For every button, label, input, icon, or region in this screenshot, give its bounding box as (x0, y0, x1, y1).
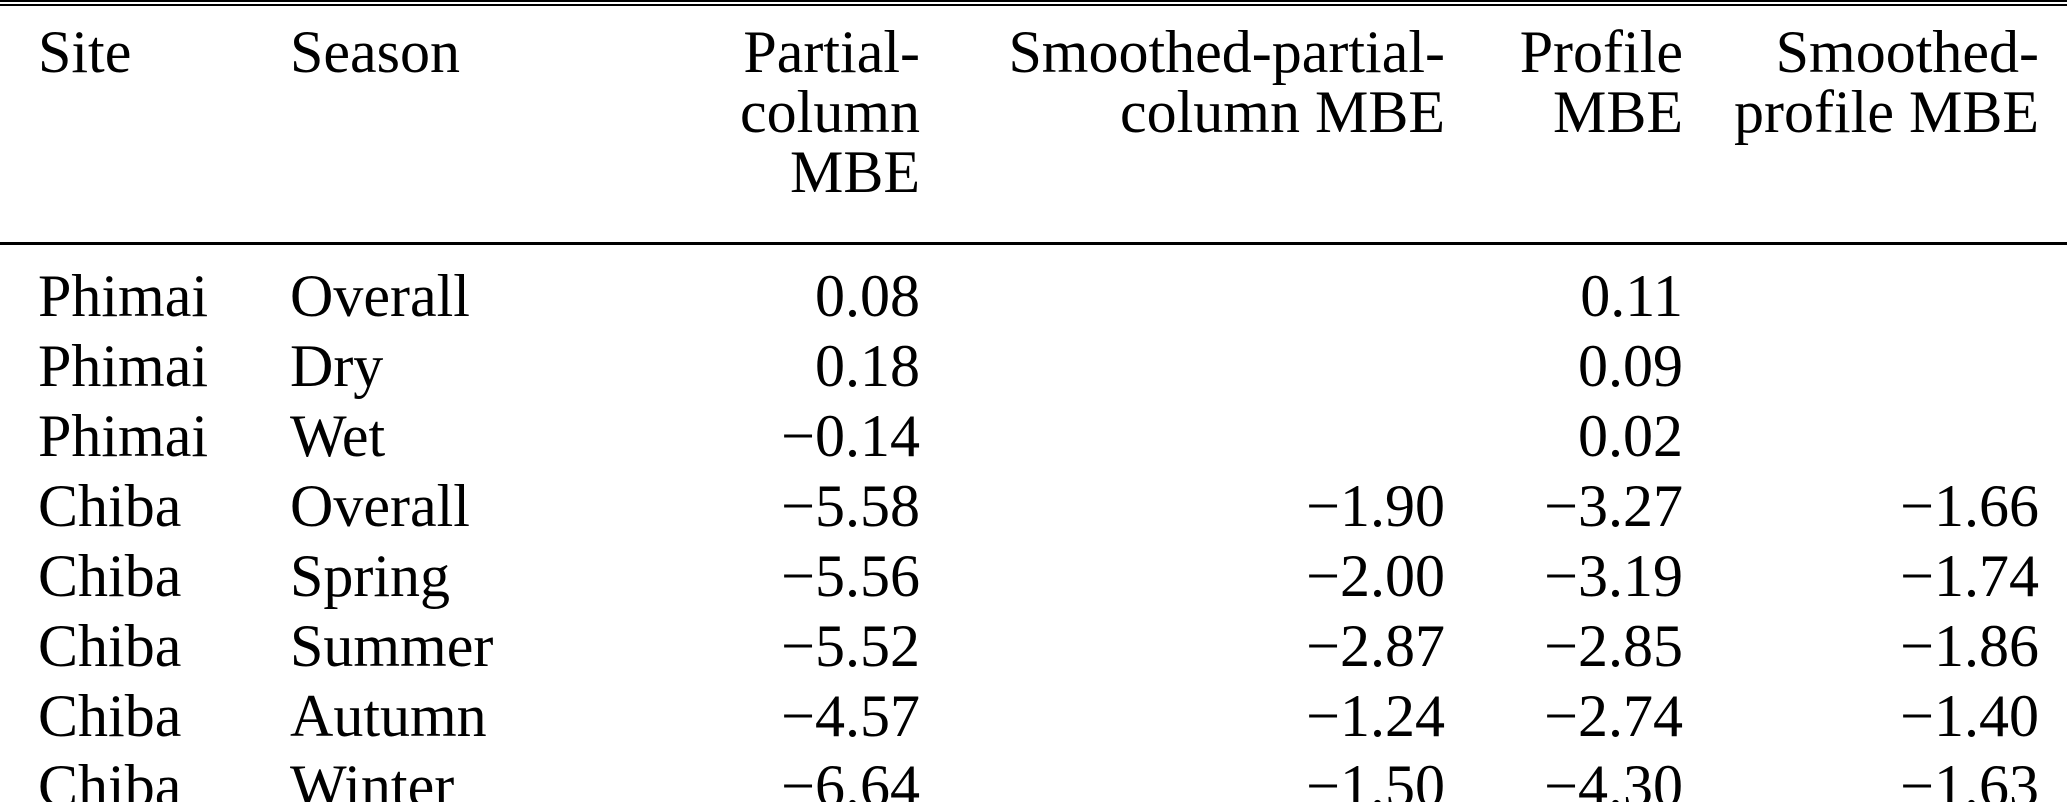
cell-season: Dry (290, 333, 384, 399)
col-header-site-line: Site (38, 19, 132, 85)
col-header-partial-column-mbe-line: MBE (789, 139, 920, 205)
cell-smoothed-partial-column-mbe (920, 331, 1445, 401)
cell-smoothed-partial-column-mbe: −2.87 (1306, 613, 1445, 679)
cell-season: Winter (290, 753, 455, 802)
cell-smoothed-partial-column-mbe (920, 244, 1445, 332)
cell-season: Overall (290, 473, 470, 539)
cell-smoothed-profile-mbe: −1.40 (1900, 683, 2039, 749)
table-row: Chiba Overall −5.58 −1.90 −3.27 −1.66 (0, 471, 2067, 541)
cell-partial-column-mbe: −4.57 (781, 683, 920, 749)
cell-profile-mbe: 0.09 (1578, 333, 1683, 399)
col-header-smoothed-partial-column-mbe-line: column MBE (1120, 79, 1445, 145)
col-header-profile-mbe-line: Profile (1519, 19, 1683, 85)
header-row: Site Season Partial-column MBE Smoothed-part… (0, 6, 2067, 245)
col-header-smoothed-profile-mbe-line: Smoothed- (1775, 19, 2039, 85)
cell-site: Phimai (38, 263, 209, 329)
cell-season: Summer (290, 613, 494, 679)
cell-smoothed-profile-mbe (1683, 401, 2067, 471)
cell-partial-column-mbe: −0.14 (781, 403, 920, 469)
cell-partial-column-mbe: −5.52 (781, 613, 920, 679)
table-row: Phimai Overall 0.08 0.11 (0, 244, 2067, 332)
cell-smoothed-profile-mbe: −1.63 (1900, 753, 2039, 802)
table-row: Phimai Dry 0.18 0.09 (0, 331, 2067, 401)
cell-site: Chiba (38, 753, 182, 802)
cell-season: Autumn (290, 683, 487, 749)
col-header-profile-mbe: Profile MBE (1445, 6, 1683, 245)
cell-season: Wet (290, 403, 386, 469)
cell-smoothed-profile-mbe (1683, 331, 2067, 401)
table-row: Chiba Autumn −4.57 −1.24 −2.74 −1.40 (0, 681, 2067, 751)
cell-profile-mbe: −3.19 (1544, 543, 1683, 609)
cell-smoothed-partial-column-mbe: −1.50 (1306, 753, 1445, 802)
cell-site: Chiba (38, 543, 182, 609)
cell-profile-mbe: −4.30 (1544, 753, 1683, 802)
cell-smoothed-partial-column-mbe (920, 401, 1445, 471)
mbe-statistics-table: Site Season Partial-column MBE Smoothed-part… (0, 6, 2067, 802)
table-row: Chiba Summer −5.52 −2.87 −2.85 −1.86 (0, 611, 2067, 681)
table-row: Chiba Winter −6.64 −1.50 −4.30 −1.63 (0, 751, 2067, 802)
cell-smoothed-profile-mbe: −1.74 (1900, 543, 2039, 609)
cell-profile-mbe: −2.85 (1544, 613, 1683, 679)
cell-partial-column-mbe: −5.58 (781, 473, 920, 539)
col-header-partial-column-mbe: Partial-column MBE (575, 6, 920, 245)
cell-smoothed-profile-mbe: −1.66 (1900, 473, 2039, 539)
cell-site: Chiba (38, 683, 182, 749)
col-header-smoothed-profile-mbe-line: profile MBE (1734, 79, 2039, 145)
col-header-smoothed-partial-column-mbe: Smoothed-partial-column MBE (920, 6, 1445, 245)
table-body: Phimai Overall 0.08 0.11 Phimai Dry 0.18 0.09 Ph… (0, 244, 2067, 802)
cell-profile-mbe: −3.27 (1544, 473, 1683, 539)
cell-season: Spring (290, 543, 451, 609)
cell-site: Phimai (38, 403, 209, 469)
cell-site: Phimai (38, 333, 209, 399)
col-header-partial-column-mbe-line: Partial-column (740, 19, 920, 145)
cell-site: Chiba (38, 613, 182, 679)
cell-profile-mbe: −2.74 (1544, 683, 1683, 749)
cell-partial-column-mbe: −5.56 (781, 543, 920, 609)
cell-smoothed-profile-mbe: −1.86 (1900, 613, 2039, 679)
cell-smoothed-partial-column-mbe: −1.24 (1306, 683, 1445, 749)
cell-smoothed-partial-column-mbe: −1.90 (1306, 473, 1445, 539)
table-row: Chiba Spring −5.56 −2.00 −3.19 −1.74 (0, 541, 2067, 611)
cell-smoothed-profile-mbe (1683, 244, 2067, 332)
col-header-profile-mbe-line: MBE (1552, 79, 1683, 145)
cell-partial-column-mbe: −6.64 (781, 753, 920, 802)
col-header-season-line: Season (290, 19, 460, 85)
col-header-site: Site (0, 6, 290, 245)
cell-season: Overall (290, 263, 470, 329)
cell-smoothed-partial-column-mbe: −2.00 (1306, 543, 1445, 609)
cell-profile-mbe: 0.02 (1578, 403, 1683, 469)
cell-partial-column-mbe: 0.18 (815, 333, 920, 399)
cell-partial-column-mbe: 0.08 (815, 263, 920, 329)
table-row: Phimai Wet −0.14 0.02 (0, 401, 2067, 471)
col-header-smoothed-partial-column-mbe-line: Smoothed-partial- (1008, 19, 1445, 85)
cell-site: Chiba (38, 473, 182, 539)
table-top-rule (0, 0, 2067, 6)
cell-profile-mbe: 0.11 (1580, 263, 1683, 329)
col-header-smoothed-profile-mbe: Smoothed-profile MBE (1683, 6, 2067, 245)
col-header-season: Season (290, 6, 575, 245)
table-header: Site Season Partial-column MBE Smoothed-part… (0, 6, 2067, 245)
